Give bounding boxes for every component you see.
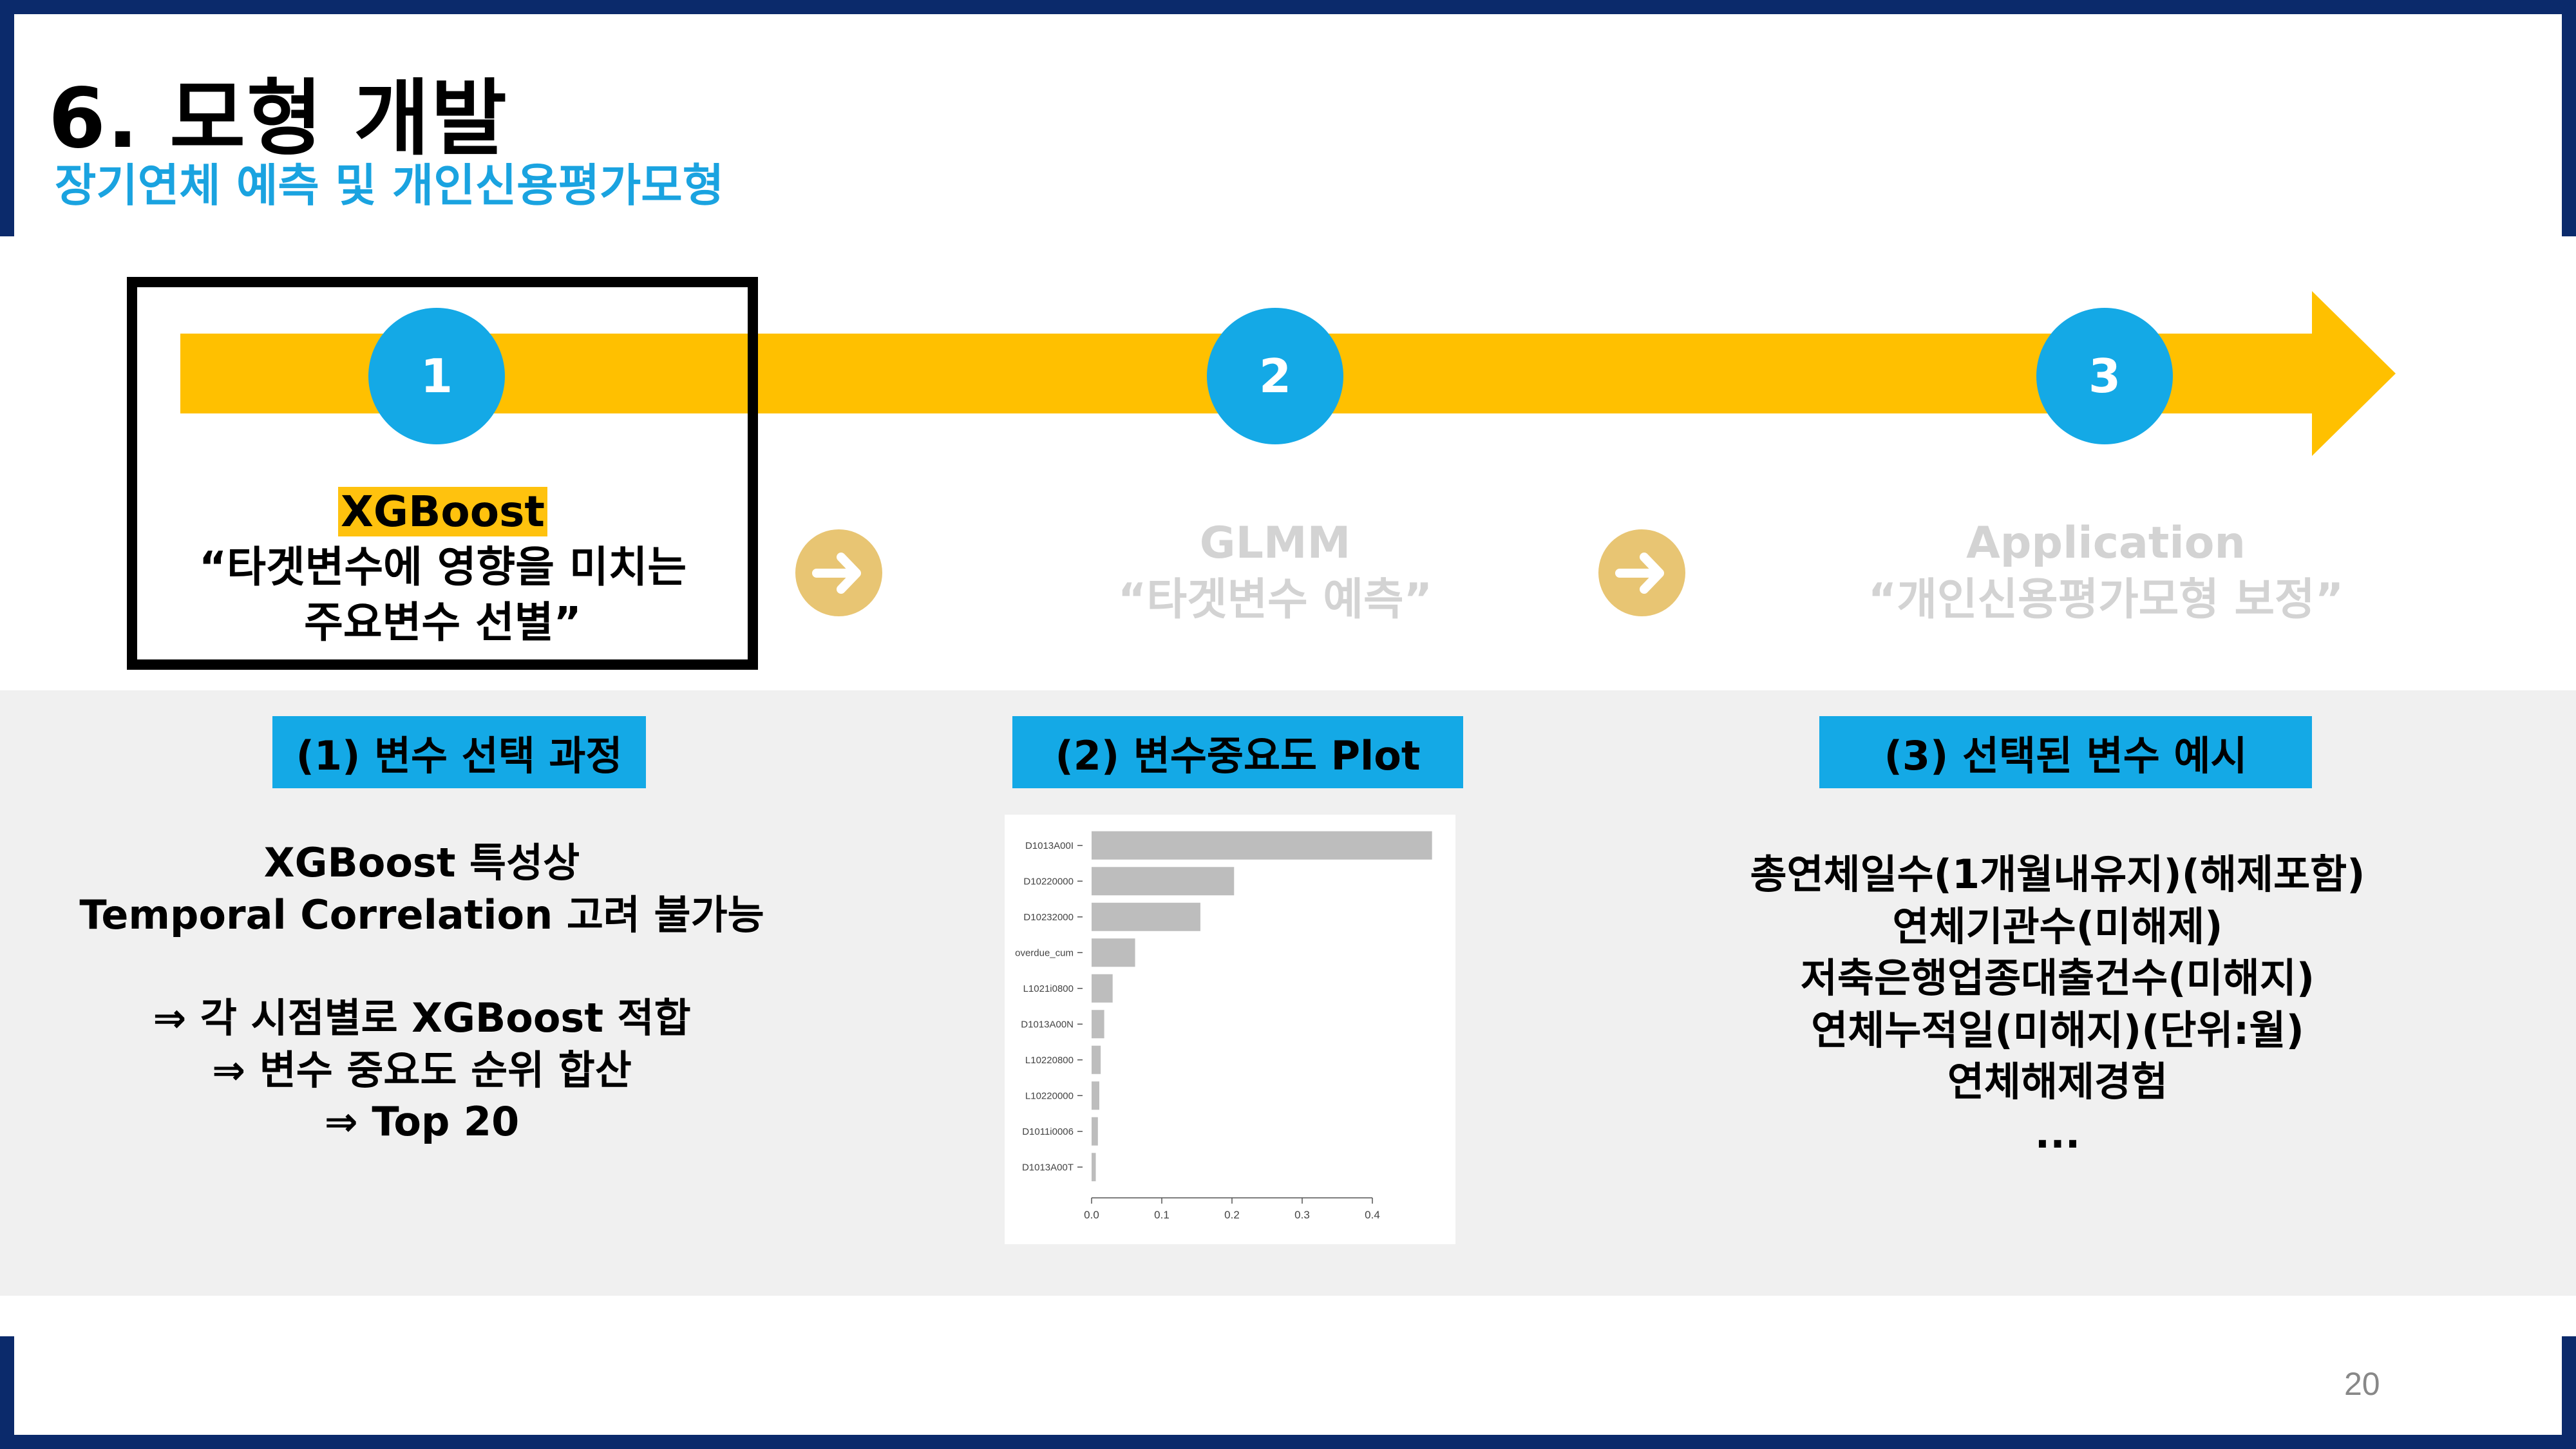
x-tick-label: 0.0 (1084, 1209, 1099, 1221)
importance-bar (1092, 831, 1432, 860)
importance-bar (1092, 1117, 1098, 1146)
category-label: D1013A00N (1021, 1019, 1074, 1030)
step-2-text: GLMM “타겟변수 예측” (1018, 515, 1533, 629)
x-tick-label: 0.3 (1294, 1209, 1310, 1221)
category-label: D1011i0006 (1022, 1126, 1074, 1137)
x-tick-label: 0.2 (1224, 1209, 1240, 1221)
section-1-line: XGBoost 특성상 (263, 839, 580, 886)
selected-variable: 연체누적일(미해지)(단위:월) (1811, 1006, 2304, 1054)
step-1-circle: 1 (368, 308, 505, 444)
step-2-number: 2 (1258, 349, 1292, 403)
section-1-body: XGBoost 특성상 Temporal Correlation 고려 불가능 … (64, 837, 779, 1148)
category-label: L10220800 (1025, 1055, 1074, 1066)
category-label: D1013A00I (1025, 840, 1074, 851)
importance-bar (1092, 1153, 1096, 1182)
next-arrow-icon (1598, 529, 1685, 616)
section-3-body: 총연체일수(1개월내유지)(해제포함) 연체기관수(미해제) 저축은행업종대출건… (1694, 849, 2421, 1160)
left-border-bottom (0, 1336, 14, 1439)
category-label: D10232000 (1023, 912, 1074, 923)
importance-bar (1092, 974, 1113, 1003)
section-1-line: ⇒ 변수 중요도 순위 합산 (212, 1046, 632, 1094)
category-label: D10220000 (1023, 876, 1074, 887)
step-3-number: 3 (2088, 349, 2121, 403)
importance-plot-panel: D1013A00I D10220000 D10232000 overdue_cum L1… (1005, 815, 1455, 1244)
step-3-circle: 3 (2036, 308, 2173, 444)
step-2-circle: 2 (1207, 308, 1343, 444)
step-1-number: 1 (420, 349, 453, 403)
right-border-top (2562, 14, 2576, 236)
left-border-top (0, 14, 14, 236)
importance-bar (1092, 902, 1200, 931)
right-border-bottom (2562, 1336, 2576, 1439)
step-1-title: XGBoost (338, 487, 547, 536)
x-tick-label: 0.1 (1154, 1209, 1170, 1221)
section-1-line (64, 941, 779, 992)
selected-variable: 저축은행업종대출건수(미해지) (1800, 954, 2315, 1002)
step-3-line1: “개인신용평가모형 보정” (1868, 574, 2344, 626)
section-1-label: (1) 변수 선택 과정 (272, 716, 646, 788)
category-label: D1013A00T (1022, 1162, 1074, 1173)
step-1-line2: 주요변수 선별” (304, 597, 582, 647)
section-1-line: ⇒ Top 20 (324, 1098, 520, 1146)
x-tick-label: 0.4 (1365, 1209, 1380, 1221)
step-2-line1: “타겟변수 예측” (1117, 574, 1433, 626)
active-step-frame (127, 277, 758, 670)
step-2-title: GLMM (1199, 518, 1351, 569)
page-subtitle: 장기연체 예측 및 개인신용평가모형 (55, 159, 724, 212)
step-1-line1: “타겟변수에 영향을 미치는 (198, 542, 687, 592)
bottom-border (0, 1435, 2576, 1449)
section-1-line: Temporal Correlation 고려 불가능 (79, 891, 764, 938)
page-number: 20 (2344, 1366, 2380, 1402)
section-2-label: (2) 변수중요도 Plot (1012, 716, 1463, 788)
category-label: L1021i0800 (1023, 983, 1074, 994)
importance-bar (1092, 1081, 1099, 1110)
section-3-label: (3) 선택된 변수 예시 (1819, 716, 2312, 788)
importance-bar (1092, 1045, 1101, 1074)
importance-bar (1092, 938, 1135, 967)
category-label: L10220000 (1025, 1090, 1074, 1101)
importance-bar (1092, 1010, 1104, 1039)
importance-bar-chart: D1013A00I D10220000 D10232000 overdue_cum L1… (1015, 831, 1432, 1221)
page-title: 6. 모형 개발 (48, 71, 508, 167)
step-1-text: XGBoost “타겟변수에 영향을 미치는 주요변수 선별” (138, 484, 747, 650)
step-3-text: Application “개인신용평가모형 보정” (1803, 515, 2409, 629)
top-border (0, 0, 2576, 14)
next-arrow-icon (795, 529, 882, 616)
selected-variable: 연체기관수(미해제) (1892, 902, 2223, 950)
category-label: overdue_cum (1015, 947, 1074, 958)
selected-variable: 총연체일수(1개월내유지)(해제포함) (1750, 851, 2365, 898)
selected-variable: 연체해제경험 (1947, 1058, 2168, 1106)
step-3-title: Application (1966, 518, 2246, 569)
importance-bar (1092, 867, 1235, 896)
ellipsis: ... (2034, 1110, 2081, 1157)
section-1-line: ⇒ 각 시점별로 XGBoost 적합 (153, 994, 691, 1042)
